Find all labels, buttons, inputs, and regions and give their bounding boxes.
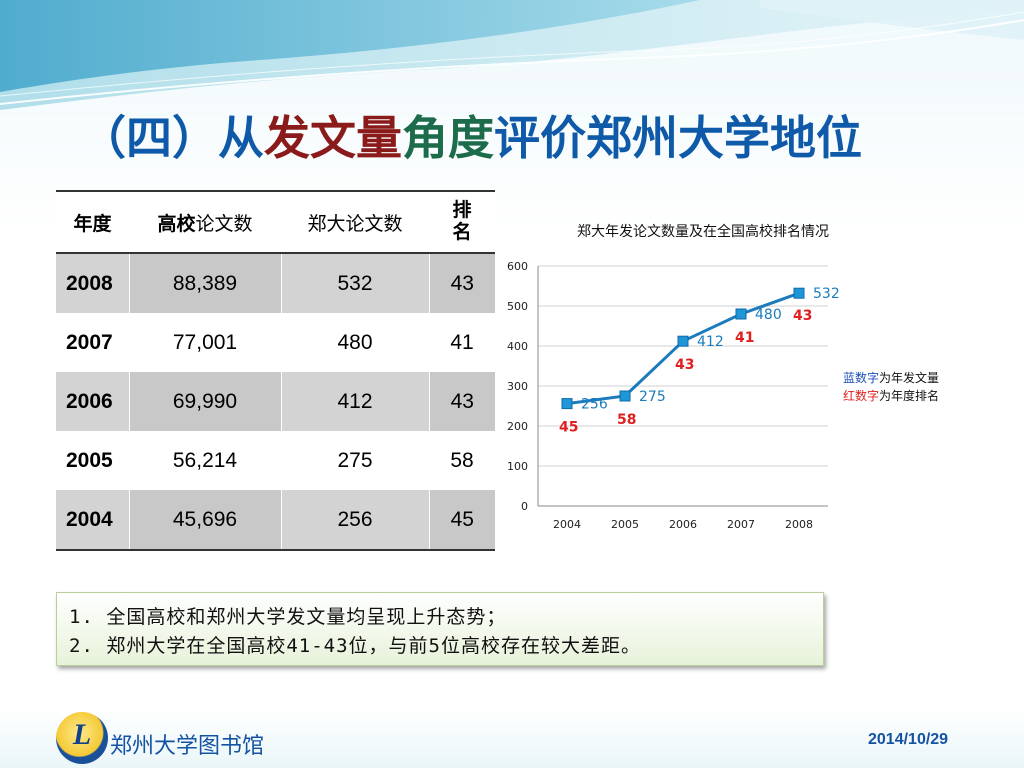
note-line-1: 1. 全国高校和郑州大学发文量均呈现上升态势； <box>69 606 507 628</box>
header-rank-line1: 排 <box>452 200 472 221</box>
cell-year: 2007 <box>66 330 113 354</box>
legend-line-1: 蓝数字为年发文量 <box>843 370 939 385</box>
data-point <box>735 308 747 320</box>
table-row: 2004 45,696 256 45 <box>56 490 495 551</box>
cell-zzu: 275 <box>337 448 373 472</box>
rank-label: 41 <box>735 330 754 346</box>
publication-line-chart: 郑大年发论文数量及在全国高校排名情况 0 100 200 300 400 500 600 2… <box>507 223 939 531</box>
top-wave-decoration <box>0 0 1024 110</box>
slide-title: （四）从发文量角度评价郑州大学地位 <box>80 102 862 168</box>
cell-year: 2004 <box>56 490 130 551</box>
header-year: 年度 <box>56 190 129 254</box>
header-rank-line2: 名 <box>452 222 472 243</box>
cell-rank: 41 <box>450 330 474 354</box>
header-national-bold: 高校 <box>157 213 196 235</box>
library-logo-icon: L <box>56 712 108 764</box>
cell-year: 2008 <box>56 253 130 313</box>
y-tick-label: 0 <box>521 500 528 513</box>
cell-national: 69,990 <box>129 372 282 431</box>
value-label: 532 <box>813 286 840 302</box>
x-tick-label: 2006 <box>669 518 697 531</box>
table-header-row: 年度 高校论文数 郑大论文数 排名 <box>56 190 495 254</box>
data-point <box>677 335 689 347</box>
logo-letter: L <box>72 718 92 751</box>
chart-title: 郑大年发论文数量及在全国高校排名情况 <box>577 223 829 240</box>
data-point <box>561 398 573 410</box>
legend-1-rest: 为年发文量 <box>879 370 939 385</box>
title-part-3: 角度 <box>402 111 494 165</box>
cell-rank: 43 <box>429 372 495 431</box>
publication-table: 年度 高校论文数 郑大论文数 排名 2008 88,389 532 43 200… <box>56 190 495 551</box>
title-part-2: 发文量 <box>264 111 402 165</box>
cell-year: 2006 <box>56 372 130 431</box>
bottom-band-decoration <box>0 708 1024 768</box>
rank-label: 45 <box>559 420 578 436</box>
library-name: 郑州大学图书馆 <box>110 734 265 759</box>
slide-date: 2014/10/29 <box>868 731 949 748</box>
cell-national: 56,214 <box>172 448 238 472</box>
value-label: 256 <box>581 397 608 413</box>
cell-zzu: 256 <box>281 490 430 551</box>
rank-label: 58 <box>617 412 636 428</box>
rank-label: 43 <box>675 357 694 373</box>
cell-rank: 45 <box>429 490 495 551</box>
header-national-rest: 论文数 <box>195 213 253 235</box>
y-tick-label: 100 <box>507 460 528 473</box>
rank-label: 43 <box>793 308 812 324</box>
x-tick-label: 2008 <box>785 518 813 531</box>
cell-zzu: 480 <box>337 330 373 354</box>
value-label: 412 <box>697 334 724 350</box>
table-row: 2007 77,001 480 41 <box>56 313 495 372</box>
x-tick-label: 2004 <box>553 518 581 531</box>
cell-national: 45,696 <box>129 490 282 551</box>
cell-national: 77,001 <box>172 330 238 354</box>
summary-notes-box: 1. 全国高校和郑州大学发文量均呈现上升态势； 2. 郑州大学在全国高校41-4… <box>56 592 824 666</box>
note-line-2: 2. 郑州大学在全国高校41-43位，与前5位高校存在较大差距。 <box>69 635 641 657</box>
cell-rank: 58 <box>450 448 474 472</box>
title-part-4: 评价郑州大学地位 <box>494 111 862 165</box>
legend-1-colored: 蓝数字 <box>843 370 879 385</box>
y-tick-label: 500 <box>507 300 528 313</box>
title-part-1: （四）从 <box>80 111 264 165</box>
table-row: 2008 88,389 532 43 <box>56 253 495 313</box>
y-tick-label: 300 <box>507 380 528 393</box>
legend-2-rest: 为年度排名 <box>879 388 939 403</box>
header-zzu: 郑大论文数 <box>281 190 429 254</box>
cell-rank: 43 <box>429 253 495 313</box>
table-row: 2005 56,214 275 58 <box>56 431 495 490</box>
x-tick-label: 2005 <box>611 518 639 531</box>
value-label: 480 <box>755 307 782 323</box>
y-tick-label: 400 <box>507 340 528 353</box>
data-point <box>793 287 805 299</box>
chart-legend: 蓝数字为年发文量 红数字为年度排名 <box>843 370 939 403</box>
cell-national: 88,389 <box>129 253 282 313</box>
x-tick-label: 2007 <box>727 518 755 531</box>
cell-zzu: 532 <box>281 253 430 313</box>
header-rank: 排名 <box>429 190 495 254</box>
y-tick-label: 200 <box>507 420 528 433</box>
legend-2-colored: 红数字 <box>843 388 879 403</box>
y-tick-label: 600 <box>507 260 528 273</box>
value-label: 275 <box>639 389 666 405</box>
table-row: 2006 69,990 412 43 <box>56 372 495 431</box>
header-national: 高校论文数 <box>129 190 281 254</box>
cell-zzu: 412 <box>281 372 430 431</box>
cell-year: 2005 <box>66 448 113 472</box>
data-point <box>619 390 631 402</box>
legend-line-2: 红数字为年度排名 <box>843 388 939 403</box>
